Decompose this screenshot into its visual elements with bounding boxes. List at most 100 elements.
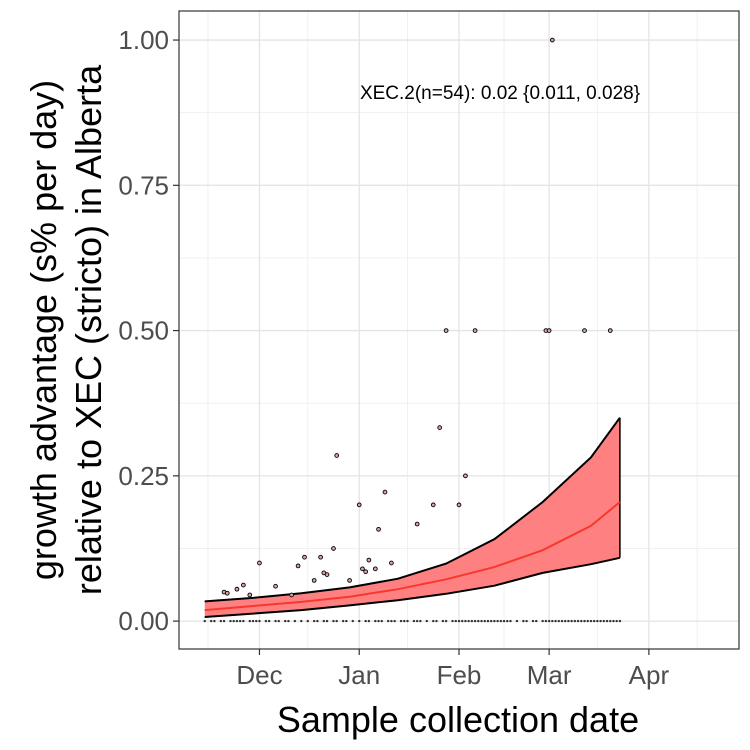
zero-point: [541, 619, 544, 623]
y-tick-label: 1.00: [118, 25, 169, 55]
zero-point: [306, 619, 309, 623]
zero-point: [480, 619, 483, 623]
zero-point: [209, 619, 213, 623]
zero-point: [525, 619, 528, 623]
zero-point: [589, 619, 593, 623]
lower-bound-line: [204, 556, 621, 618]
zero-point: [377, 619, 380, 623]
data-point: [302, 554, 307, 560]
zero-point: [544, 619, 548, 623]
data-points: [221, 37, 613, 598]
zero-point: [618, 619, 622, 623]
x-tick-label: Dec: [236, 660, 282, 690]
zero-point: [403, 619, 406, 623]
data-point: [363, 569, 369, 575]
zero-point: [499, 619, 503, 623]
zero-point: [316, 619, 319, 623]
zero-point: [567, 619, 570, 623]
annotation: XEC.2(n=54): 0.02 {0.011, 0.028}: [360, 83, 640, 104]
x-tick-label: Feb: [437, 660, 482, 690]
zero-point: [358, 619, 361, 623]
data-point: [224, 590, 230, 596]
data-point: [334, 453, 340, 458]
data-point: [295, 563, 301, 569]
zero-point: [477, 619, 480, 623]
y-axis-title-line-2: relative to XEC (stricto) in Alberta: [68, 64, 109, 595]
zero-point: [441, 619, 445, 623]
zero-point: [564, 619, 567, 623]
zero-point: [605, 619, 609, 623]
data-point: [273, 583, 278, 589]
zero-point: [580, 619, 583, 623]
zero-point: [264, 619, 268, 623]
data-point: [437, 425, 443, 430]
zero-point: [229, 619, 232, 623]
data-point: [311, 578, 317, 583]
zero-point: [489, 619, 493, 623]
zero-point: [464, 619, 467, 623]
zero-point: [374, 619, 377, 623]
zero-point: [203, 619, 206, 623]
zero-point: [364, 619, 367, 623]
data-point: [234, 586, 240, 592]
fit-line: [204, 501, 621, 612]
zero-point: [335, 619, 338, 623]
zero-point: [325, 619, 329, 623]
zero-point: [457, 619, 461, 623]
zero-point: [251, 619, 255, 623]
zero-point: [483, 619, 486, 623]
zero-point: [419, 619, 422, 623]
zero-point: [496, 619, 499, 623]
zero-point: [557, 619, 560, 623]
zero-point: [219, 619, 223, 623]
data-point: [463, 473, 468, 479]
data-point: [324, 572, 330, 577]
x-axis-title: Sample collection date: [277, 699, 639, 740]
zero-point: [535, 619, 538, 623]
zero-point: [238, 619, 242, 623]
zero-point: [293, 619, 297, 623]
zero-point: [596, 619, 599, 623]
data-point: [241, 582, 246, 588]
zero-point: [232, 619, 235, 623]
x-axis: Dec Jan Feb Mar Apr: [236, 649, 669, 690]
zero-point: [592, 619, 596, 623]
y-tick-label: 0.25: [118, 461, 169, 491]
y-tick-label: 0.50: [118, 316, 169, 346]
data-point: [356, 502, 362, 508]
zero-point: [432, 619, 435, 623]
y-tick-label: 0.75: [118, 170, 169, 200]
confidence-ribbon: [204, 417, 620, 618]
zero-point: [274, 619, 277, 623]
zero-point: [599, 619, 602, 623]
y-tick-label: 0.00: [118, 606, 169, 636]
zero-point: [522, 619, 525, 623]
zero-point: [570, 619, 573, 623]
zero-point: [473, 619, 477, 623]
zero-point: [287, 619, 290, 623]
zero-point: [551, 619, 554, 623]
data-point: [347, 578, 352, 583]
zero-point: [612, 619, 615, 623]
zero-point: [406, 619, 409, 623]
y-axis-title: growth advantage (s% per day) relative t…: [23, 64, 109, 595]
zero-point: [300, 619, 303, 623]
zero-point: [576, 619, 580, 623]
zero-point: [506, 619, 509, 623]
zero-point: [609, 619, 612, 623]
zero-point: [493, 619, 496, 623]
zero-point: [345, 619, 348, 623]
data-point: [376, 526, 381, 532]
zero-point: [255, 619, 258, 623]
zero-point: [451, 619, 454, 623]
zero-point: [515, 619, 519, 623]
upper-bound-line: [204, 417, 621, 603]
zero-point: [284, 619, 287, 623]
zero-point: [222, 619, 226, 623]
zero-point: [554, 619, 557, 623]
data-point: [366, 557, 372, 563]
zero-point: [351, 619, 354, 623]
data-point: [382, 489, 388, 495]
zero-point: [341, 619, 345, 623]
